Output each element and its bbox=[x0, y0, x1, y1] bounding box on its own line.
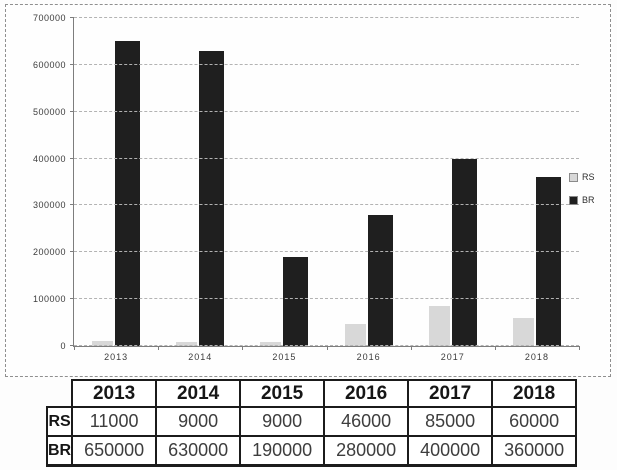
table-cell: 46000 bbox=[323, 406, 410, 437]
bar-rs-2013 bbox=[92, 340, 114, 346]
x-axis-tick bbox=[410, 346, 412, 350]
table-body: RS 11000 9000 9000 46000 85000 60000 BR 650000 63… bbox=[45, 406, 578, 467]
gridline bbox=[74, 17, 579, 18]
x-axis-label: 2013 bbox=[104, 352, 129, 362]
bar-br-2014 bbox=[199, 50, 225, 346]
gridline bbox=[74, 204, 579, 206]
legend-item-br: BR bbox=[569, 195, 595, 205]
x-axis-label: 2017 bbox=[440, 352, 465, 362]
table-head: 2013 2014 2015 2016 2017 2018 bbox=[47, 379, 578, 408]
table-header-cell: 2016 bbox=[323, 379, 410, 408]
x-axis-tick bbox=[158, 346, 160, 350]
y-axis-tick-label: 500000 bbox=[32, 106, 66, 117]
legend-item-rs: RS bbox=[569, 172, 595, 182]
legend-label: BR bbox=[582, 195, 595, 205]
x-axis-labels: 2013 2014 2015 2016 2017 2018 bbox=[74, 352, 579, 362]
x-axis-tick bbox=[494, 346, 496, 350]
table-cell: 85000 bbox=[407, 406, 494, 437]
bar-br-2015 bbox=[283, 256, 309, 346]
bar-br-2018 bbox=[535, 177, 561, 346]
row-label: BR bbox=[45, 435, 74, 467]
x-axis-tick bbox=[579, 346, 580, 350]
y-axis-tick bbox=[70, 110, 74, 112]
table-header-cell: 2018 bbox=[491, 379, 578, 408]
bar-rs-2018 bbox=[512, 317, 534, 346]
bar-rs-2017 bbox=[428, 306, 450, 346]
chart-plot-area: 2013 2014 2015 2016 2017 2018 0 100000 200000 30… bbox=[33, 13, 580, 362]
table-corner-cell bbox=[47, 380, 72, 407]
table-cell: 280000 bbox=[323, 435, 410, 467]
y-axis-tick bbox=[70, 204, 74, 206]
table-header-cell: 2013 bbox=[71, 379, 158, 408]
bar-br-2013 bbox=[115, 41, 141, 346]
row-label: RS bbox=[45, 406, 74, 437]
gridline bbox=[74, 63, 579, 65]
legend-swatch-rs-icon bbox=[569, 172, 578, 182]
bar-group-2016 bbox=[327, 214, 411, 346]
table-cell: 9000 bbox=[239, 406, 326, 437]
table-row-br: BR 650000 630000 190000 280000 400000 360000 bbox=[45, 435, 578, 467]
table-header-row: 2013 2014 2015 2016 2017 2018 bbox=[47, 379, 578, 408]
x-axis-tick bbox=[74, 346, 75, 350]
table-header-cell: 2015 bbox=[239, 379, 326, 408]
x-axis-label: 2016 bbox=[356, 352, 381, 362]
table-cell: 400000 bbox=[407, 435, 494, 467]
y-axis-tick-label: 600000 bbox=[32, 59, 66, 70]
gridline bbox=[74, 298, 579, 300]
gridline bbox=[74, 157, 579, 159]
bar-rs-2014 bbox=[176, 341, 198, 346]
bar-rs-2015 bbox=[260, 341, 282, 346]
y-axis-tick bbox=[70, 251, 74, 253]
bar-group-2013 bbox=[74, 41, 158, 346]
y-axis-tick bbox=[70, 17, 74, 18]
y-axis-tick bbox=[70, 345, 74, 346]
bar-rs-2016 bbox=[344, 324, 366, 346]
table-cell: 9000 bbox=[155, 406, 242, 437]
table-cell: 190000 bbox=[239, 435, 326, 467]
x-axis-label: 2014 bbox=[188, 352, 213, 362]
table-cell: 60000 bbox=[491, 406, 578, 437]
legend-swatch-br-icon bbox=[569, 195, 578, 205]
table-cell: 650000 bbox=[71, 435, 158, 467]
y-axis-tick-label: 0 bbox=[60, 341, 66, 351]
y-axis-tick bbox=[70, 298, 74, 300]
x-axis-label: 2015 bbox=[272, 352, 297, 362]
legend-label: RS bbox=[582, 172, 595, 182]
bar-chart: 2013 2014 2015 2016 2017 2018 0 100000 200000 30… bbox=[5, 4, 611, 377]
bar-group-2018 bbox=[495, 177, 579, 346]
y-axis-tick-label: 200000 bbox=[32, 247, 66, 258]
x-axis-label: 2018 bbox=[524, 352, 549, 362]
y-axis-tick-label: 300000 bbox=[32, 200, 66, 211]
gridline bbox=[74, 345, 579, 346]
gridline bbox=[74, 110, 579, 112]
y-axis-tick bbox=[70, 63, 74, 65]
table-header-cell: 2017 bbox=[407, 379, 494, 408]
y-axis-tick bbox=[70, 157, 74, 159]
x-axis-tick bbox=[326, 346, 328, 350]
table-cell: 360000 bbox=[491, 435, 578, 467]
x-axis-tick bbox=[242, 346, 244, 350]
table-header-cell: 2014 bbox=[155, 379, 242, 408]
bars-layer bbox=[74, 18, 579, 346]
gridline bbox=[74, 251, 579, 253]
bar-group-2014 bbox=[158, 50, 242, 346]
table-cell: 11000 bbox=[71, 406, 158, 437]
data-table: 2013 2014 2015 2016 2017 2018 RS 11000 9000 9000… bbox=[45, 379, 578, 467]
bar-group-2015 bbox=[242, 256, 326, 346]
y-axis-tick-label: 700000 bbox=[32, 13, 66, 23]
chart-legend: RS BR bbox=[569, 172, 595, 205]
bar-br-2016 bbox=[367, 214, 393, 346]
table-cell: 630000 bbox=[155, 435, 242, 467]
table-row-rs: RS 11000 9000 9000 46000 85000 60000 bbox=[45, 406, 578, 437]
y-axis-tick-label: 400000 bbox=[32, 153, 66, 164]
y-axis-tick-label: 100000 bbox=[32, 294, 66, 305]
